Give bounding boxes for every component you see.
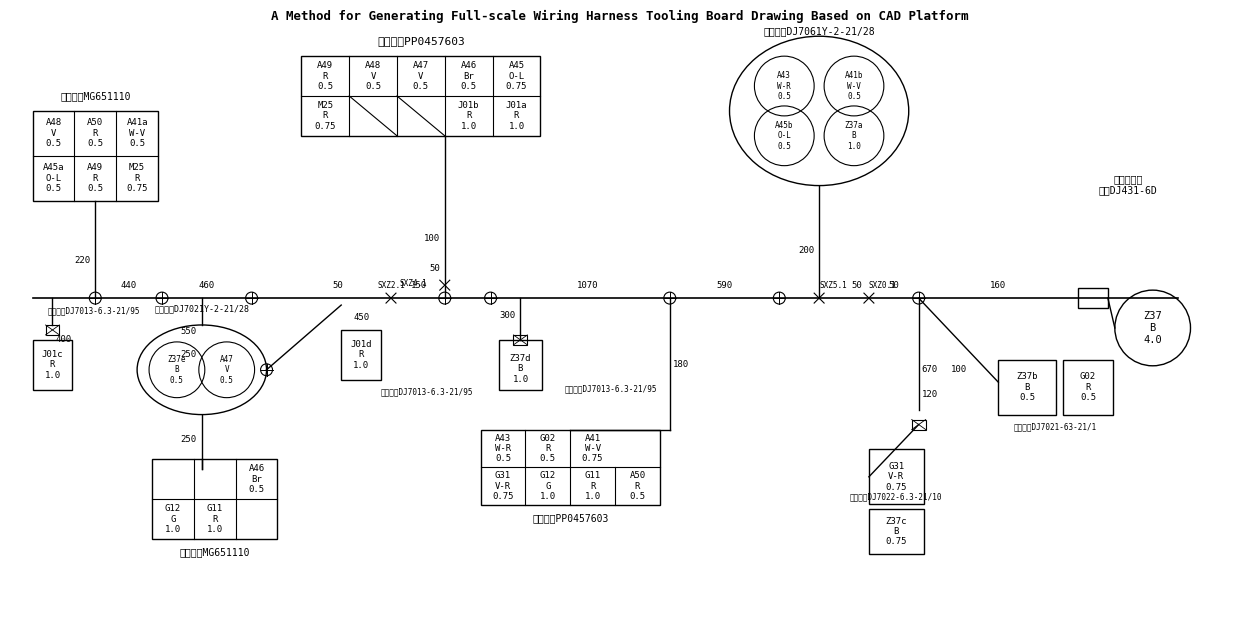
Text: 插座护套PP0457603: 插座护套PP0457603 — [377, 36, 465, 46]
Text: M25
R
0.75: M25 R 0.75 — [315, 101, 336, 131]
Text: J01d
R
1.0: J01d R 1.0 — [351, 340, 372, 370]
Bar — [513, 335, 528, 345]
Bar — [1078, 288, 1108, 308]
Text: G31
V-R
0.75: G31 V-R 0.75 — [886, 462, 907, 492]
Text: SXZ5.1: SXZ5.1 — [819, 281, 847, 290]
Text: G11
R
1.0: G11 R 1.0 — [207, 504, 223, 534]
Bar — [32, 111, 159, 201]
Text: A Method for Generating Full-scale Wiring Harness Tooling Board Drawing Based on: A Method for Generating Full-scale Wirin… — [271, 10, 969, 24]
Text: A47
V
0.5: A47 V 0.5 — [219, 355, 234, 385]
Text: 插座护套DJ7021-63-21/1: 插座护套DJ7021-63-21/1 — [1014, 422, 1098, 431]
Text: 100: 100 — [424, 234, 440, 243]
Text: 50: 50 — [888, 281, 900, 290]
Bar — [32, 340, 72, 390]
Bar — [1063, 360, 1113, 415]
Bar — [498, 340, 543, 390]
Text: A49
R
0.5: A49 R 0.5 — [87, 163, 103, 193]
Text: 160: 160 — [990, 281, 1006, 290]
Text: 插座护套DJ7013-6.3-21/95: 插座护套DJ7013-6.3-21/95 — [47, 306, 140, 315]
Text: J01b
R
1.0: J01b R 1.0 — [458, 101, 479, 131]
Text: 180: 180 — [673, 360, 689, 369]
Bar — [912, 420, 926, 429]
Text: A46
Br
0.5: A46 Br 0.5 — [249, 465, 265, 494]
Text: 50: 50 — [851, 281, 862, 290]
Text: 220: 220 — [74, 256, 90, 265]
Text: 590: 590 — [716, 281, 732, 290]
Text: G02
R
0.5: G02 R 0.5 — [1080, 373, 1097, 402]
Text: 插座护套DJ7013-6.3-21/95: 插座护套DJ7013-6.3-21/95 — [382, 388, 473, 397]
Text: G11
R
1.0: G11 R 1.0 — [585, 472, 601, 501]
Text: A43
W-R
0.5: A43 W-R 0.5 — [494, 433, 510, 463]
Text: A47
V
0.5: A47 V 0.5 — [413, 61, 429, 91]
Text: SXZ0.1: SXZ0.1 — [869, 281, 897, 290]
Text: 550: 550 — [181, 327, 197, 337]
Text: A41b
W-V
0.5: A41b W-V 0.5 — [845, 71, 864, 101]
Text: M25
R
0.75: M25 R 0.75 — [126, 163, 147, 193]
Text: 插座护套DJ7021Y-2-21/28: 插座护套DJ7021Y-2-21/28 — [155, 304, 249, 313]
Text: Z37d
B
1.0: Z37d B 1.0 — [509, 354, 532, 383]
Bar — [341, 330, 382, 380]
Bar — [152, 459, 278, 539]
Text: J01a
R
1.0: J01a R 1.0 — [506, 101, 528, 131]
Text: 插座护套DJ7061Y-2-21/28: 插座护套DJ7061Y-2-21/28 — [763, 26, 875, 36]
Text: A50
R
0.5: A50 R 0.5 — [629, 472, 646, 501]
Text: 100: 100 — [950, 366, 966, 374]
Text: Z37a
B
1.0: Z37a B 1.0 — [845, 121, 864, 151]
Text: A43
W-R
0.5: A43 W-R 0.5 — [777, 71, 792, 101]
Text: Z37e
B
0.5: Z37e B 0.5 — [167, 355, 186, 385]
Text: A41
W-V
0.75: A41 W-V 0.75 — [582, 433, 603, 463]
Text: 460: 460 — [198, 281, 214, 290]
Text: SXZ2.1: SXZ2.1 — [377, 281, 405, 290]
Text: SXZ4.1: SXZ4.1 — [399, 279, 427, 288]
Text: 450: 450 — [353, 313, 369, 322]
Text: 插座护套PP0457603: 插座护套PP0457603 — [532, 513, 608, 523]
Text: 插座护套DJ7013-6.3-21/95: 插座护套DJ7013-6.3-21/95 — [564, 384, 657, 393]
Text: 1070: 1070 — [576, 281, 598, 290]
Text: 440: 440 — [120, 281, 136, 290]
Text: 120: 120 — [922, 390, 938, 399]
Text: A45a
O-L
0.5: A45a O-L 0.5 — [42, 163, 64, 193]
Text: A48
V
0.5: A48 V 0.5 — [366, 61, 382, 91]
Text: 插座护套MG651110: 插座护套MG651110 — [180, 547, 250, 557]
Text: G12
G
1.0: G12 G 1.0 — [165, 504, 181, 534]
Bar — [481, 429, 660, 505]
Text: Z37
B
4.0: Z37 B 4.0 — [1144, 311, 1162, 344]
Text: A48
V
0.5: A48 V 0.5 — [46, 118, 62, 148]
Bar — [999, 360, 1056, 415]
Text: 50: 50 — [333, 281, 343, 290]
Bar — [869, 509, 923, 554]
Text: 50: 50 — [429, 264, 440, 273]
Text: G31
V-R
0.75: G31 V-R 0.75 — [492, 472, 514, 501]
Text: 150: 150 — [411, 281, 427, 290]
Text: 300: 300 — [499, 311, 515, 320]
Text: 670: 670 — [922, 366, 938, 374]
Text: 200: 200 — [798, 246, 814, 255]
Text: 接车身搭铁
端子DJ431-6D: 接车身搭铁 端子DJ431-6D — [1099, 174, 1157, 196]
Text: A49
R
0.5: A49 R 0.5 — [317, 61, 333, 91]
Text: A45b
O-L
0.5: A45b O-L 0.5 — [776, 121, 793, 151]
Text: 插座护套MG651110: 插座护套MG651110 — [59, 91, 130, 101]
Text: G12
G
1.0: G12 G 1.0 — [540, 472, 556, 501]
Text: 250: 250 — [181, 435, 197, 444]
Text: 400: 400 — [56, 335, 72, 344]
Bar — [46, 325, 59, 335]
Text: A41a
W-V
0.5: A41a W-V 0.5 — [126, 118, 147, 148]
Text: A50
R
0.5: A50 R 0.5 — [87, 118, 103, 148]
Bar — [869, 449, 923, 504]
Text: A45
O-L
0.75: A45 O-L 0.75 — [506, 61, 528, 91]
Text: Z37c
B
0.75: Z37c B 0.75 — [886, 517, 907, 546]
Text: Z37b
B
0.5: Z37b B 0.5 — [1016, 373, 1038, 402]
Bar — [301, 56, 540, 136]
Text: J01c
R
1.0: J01c R 1.0 — [42, 350, 63, 380]
Text: A46
Br
0.5: A46 Br 0.5 — [461, 61, 477, 91]
Text: 插座护套DJ7022-6.3-21/10: 插座护套DJ7022-6.3-21/10 — [850, 492, 943, 501]
Text: G02
R
0.5: G02 R 0.5 — [540, 433, 556, 463]
Text: 250: 250 — [181, 350, 197, 359]
